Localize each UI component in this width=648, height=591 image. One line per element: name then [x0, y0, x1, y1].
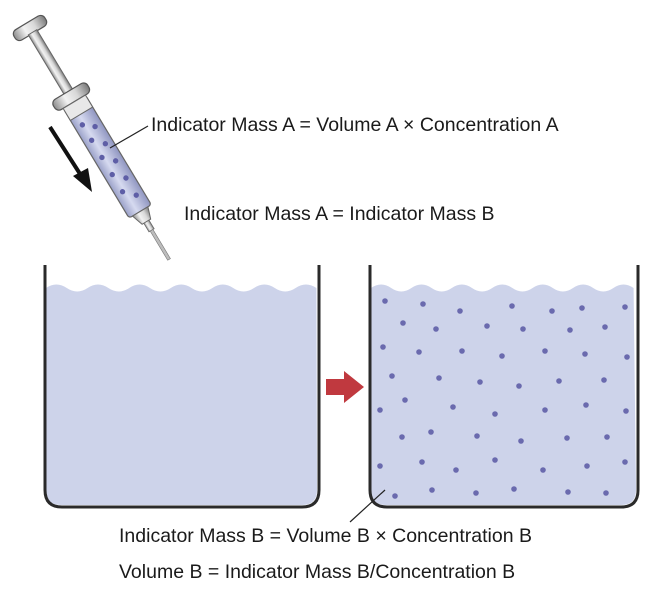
syringe-equation-label: Indicator Mass A = Volume A × Concentrat…: [151, 114, 559, 136]
beaker-right-indicator-dots: [377, 298, 630, 499]
syringe-tip: [131, 206, 152, 225]
syringe-leader-line: [109, 125, 149, 149]
mass-equality-label: Indicator Mass A = Indicator Mass B: [184, 203, 495, 225]
injection-arrow: [48, 125, 92, 192]
plunger-rod: [27, 29, 74, 96]
beaker-right-wall: [368, 265, 640, 509]
beaker-left: [43, 265, 321, 509]
syringe-needle: [149, 229, 171, 261]
volume-b-equation-label: Volume B = Indicator Mass B/Concentratio…: [119, 561, 516, 583]
beaker-left-wall: [43, 265, 321, 509]
transfer-arrow: [326, 371, 364, 403]
beaker-right: [368, 265, 640, 509]
syringe-indicator-dots: [79, 122, 139, 198]
beaker-right-liquid: [371, 284, 636, 505]
syringe: [12, 14, 171, 261]
mass-b-equation-label: Indicator Mass B = Volume B × Concentrat…: [119, 525, 532, 547]
beaker-left-liquid: [46, 284, 317, 505]
beaker-leader-line: [349, 489, 386, 523]
